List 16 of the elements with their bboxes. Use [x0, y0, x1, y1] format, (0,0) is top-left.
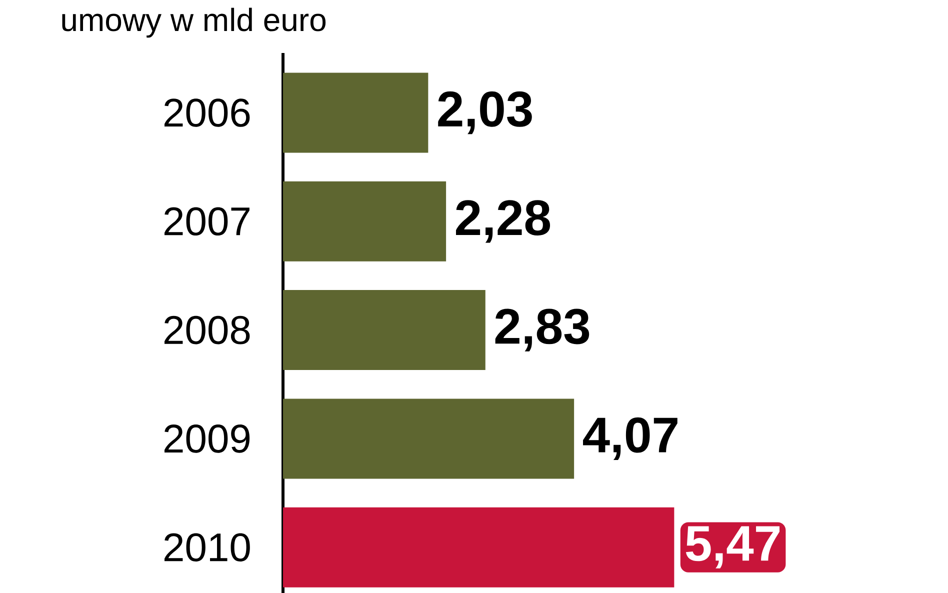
data-label: 4,07	[583, 417, 678, 460]
y-tick-label: 2009	[164, 424, 250, 453]
y-tick-label: 2007	[164, 207, 250, 236]
data-label: 2,03	[438, 91, 532, 134]
y-tick-label: 2008	[164, 316, 250, 344]
data-label: 5,47	[686, 526, 780, 568]
data-label: 2,83	[495, 308, 590, 352]
bar	[283, 507, 674, 588]
bar	[283, 290, 486, 370]
data-label: 2,28	[456, 200, 550, 243]
bar	[283, 181, 446, 262]
y-tick-label: 2010	[164, 533, 250, 562]
bar	[283, 72, 428, 153]
chart-title: umowy w mld euro	[62, 8, 326, 38]
bar	[283, 398, 574, 479]
y-tick-label: 2006	[164, 98, 250, 127]
